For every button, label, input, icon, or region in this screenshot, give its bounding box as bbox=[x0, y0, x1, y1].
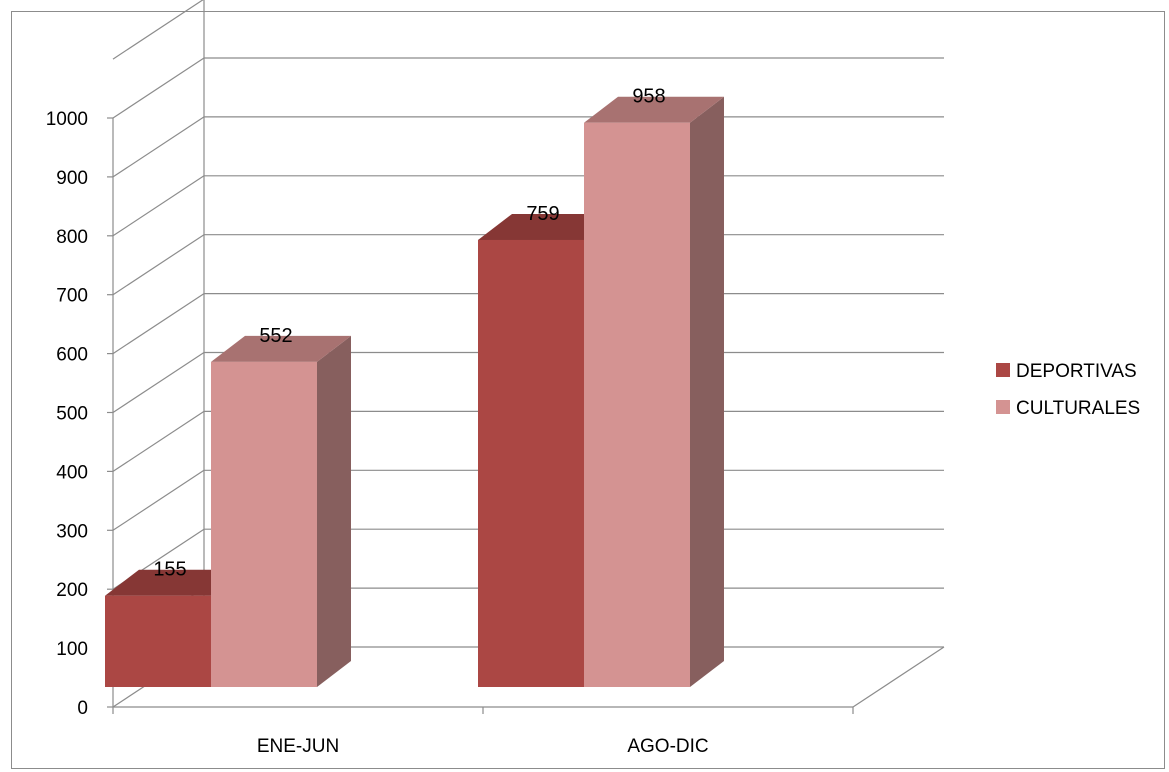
side-wall-gridline bbox=[112, 57, 205, 119]
bar-culturales-ago-dic bbox=[584, 96, 724, 688]
bar-front-face bbox=[478, 239, 584, 687]
y-tick-label: 1000 bbox=[46, 109, 88, 130]
data-label: 552 bbox=[259, 325, 292, 347]
legend: DEPORTIVAS CULTURALES bbox=[996, 361, 1140, 419]
bars bbox=[105, 96, 724, 688]
bar-top-face bbox=[584, 96, 724, 123]
side-wall-gridline bbox=[112, 293, 205, 355]
bar-front-face bbox=[105, 595, 211, 687]
legend-swatch bbox=[996, 400, 1010, 414]
legend-label: CULTURALES bbox=[1016, 398, 1140, 419]
y-tick-label: 900 bbox=[56, 168, 88, 189]
side-wall-gridline bbox=[112, 116, 205, 178]
floor-right-edge bbox=[852, 646, 945, 708]
bar-side-face bbox=[690, 96, 724, 688]
x-tick-label: ENE-JUN bbox=[257, 736, 339, 757]
bar-top-face bbox=[478, 213, 618, 240]
legend-swatch bbox=[996, 363, 1010, 377]
data-labels: 155 552 759 958 bbox=[153, 86, 665, 581]
y-tick-label: 500 bbox=[56, 404, 88, 425]
side-wall-gridline bbox=[112, 175, 205, 237]
x-axis-tick-labels: ENE-JUN AGO-DIC bbox=[257, 736, 709, 757]
y-tick-label: 600 bbox=[56, 345, 88, 366]
y-axis-tick-labels: 0 100 200 300 400 500 600 700 800 900 1000 bbox=[46, 109, 88, 719]
y-tick-label: 400 bbox=[56, 462, 88, 483]
side-wall-gridline bbox=[112, 410, 205, 472]
bar-top-face bbox=[211, 335, 351, 362]
data-label: 155 bbox=[153, 559, 186, 581]
y-tick-label: 800 bbox=[56, 227, 88, 248]
y-tick-label: 300 bbox=[56, 521, 88, 542]
bar-culturales-ene-jun bbox=[211, 335, 351, 687]
y-tick-label: 700 bbox=[56, 286, 88, 307]
bar-top-face bbox=[105, 569, 245, 596]
x-tick-label: AGO-DIC bbox=[627, 736, 708, 757]
y-tick-label: 200 bbox=[56, 580, 88, 601]
data-label: 958 bbox=[632, 86, 665, 108]
data-label: 759 bbox=[526, 203, 559, 225]
y-tick-label: 100 bbox=[56, 639, 88, 660]
y-tick-label: 0 bbox=[77, 698, 88, 719]
bar-front-face bbox=[584, 122, 690, 688]
side-wall-gridline bbox=[112, 234, 205, 296]
bar-front-face bbox=[211, 361, 317, 687]
side-wall-gridline bbox=[112, 0, 204, 60]
bar-side-face bbox=[317, 335, 351, 687]
side-wall-gridline bbox=[112, 469, 205, 531]
side-wall-gridline bbox=[112, 351, 205, 414]
legend-label: DEPORTIVAS bbox=[1016, 361, 1137, 382]
